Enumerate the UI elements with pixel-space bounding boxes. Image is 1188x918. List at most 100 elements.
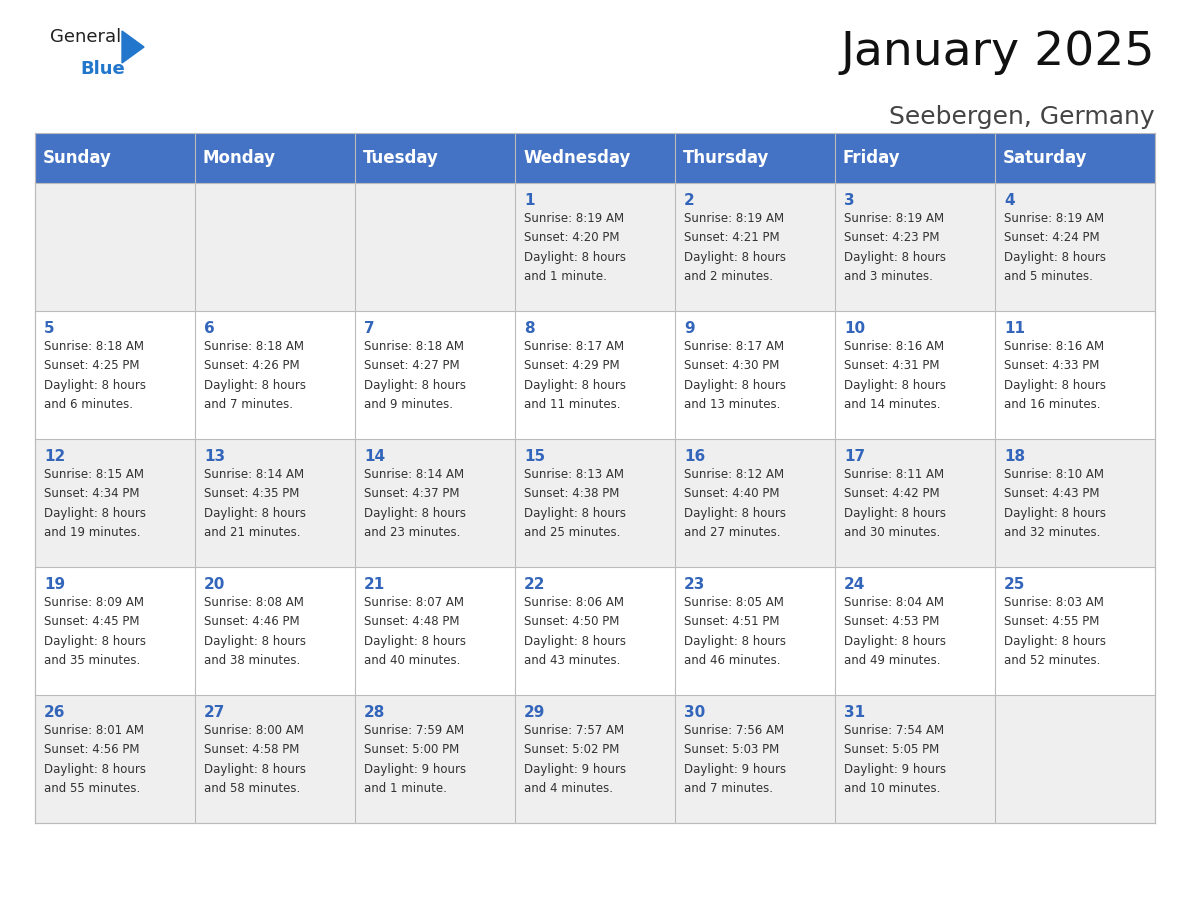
Text: Sunset: 4:31 PM: Sunset: 4:31 PM <box>843 359 940 372</box>
Text: Saturday: Saturday <box>1003 149 1087 167</box>
Text: Daylight: 8 hours: Daylight: 8 hours <box>204 378 307 391</box>
Bar <box>516 133 675 183</box>
Bar <box>675 695 835 823</box>
Text: Daylight: 8 hours: Daylight: 8 hours <box>44 634 146 647</box>
Text: Sunrise: 8:19 AM: Sunrise: 8:19 AM <box>684 211 784 225</box>
Bar <box>34 567 195 695</box>
Text: Sunrise: 8:17 AM: Sunrise: 8:17 AM <box>684 340 784 353</box>
Bar <box>34 133 195 183</box>
Text: Sunrise: 7:56 AM: Sunrise: 7:56 AM <box>684 723 784 736</box>
Text: Sunset: 5:02 PM: Sunset: 5:02 PM <box>524 743 619 756</box>
Text: 23: 23 <box>684 577 706 592</box>
Text: 14: 14 <box>364 449 385 464</box>
Bar <box>996 183 1155 311</box>
Text: Sunset: 4:25 PM: Sunset: 4:25 PM <box>44 359 139 372</box>
Text: and 13 minutes.: and 13 minutes. <box>684 398 781 411</box>
Text: Sunrise: 8:00 AM: Sunrise: 8:00 AM <box>204 723 304 736</box>
Text: Sunrise: 7:57 AM: Sunrise: 7:57 AM <box>524 723 624 736</box>
Bar <box>835 695 996 823</box>
Bar <box>34 439 195 567</box>
Text: 28: 28 <box>364 705 385 720</box>
Text: Daylight: 8 hours: Daylight: 8 hours <box>843 251 946 263</box>
Bar <box>996 311 1155 439</box>
Text: and 46 minutes.: and 46 minutes. <box>684 654 781 667</box>
Text: and 16 minutes.: and 16 minutes. <box>1004 398 1100 411</box>
Text: Daylight: 8 hours: Daylight: 8 hours <box>44 507 146 520</box>
Text: Sunrise: 8:19 AM: Sunrise: 8:19 AM <box>843 211 944 225</box>
Text: Daylight: 8 hours: Daylight: 8 hours <box>364 507 466 520</box>
Text: Sunrise: 8:04 AM: Sunrise: 8:04 AM <box>843 596 944 609</box>
Text: Sunrise: 8:19 AM: Sunrise: 8:19 AM <box>1004 211 1104 225</box>
Text: Sunset: 4:45 PM: Sunset: 4:45 PM <box>44 615 139 628</box>
Text: Sunday: Sunday <box>43 149 112 167</box>
Text: Tuesday: Tuesday <box>364 149 438 167</box>
Text: Sunrise: 8:07 AM: Sunrise: 8:07 AM <box>364 596 465 609</box>
Text: Sunset: 4:50 PM: Sunset: 4:50 PM <box>524 615 619 628</box>
Text: and 58 minutes.: and 58 minutes. <box>204 782 301 795</box>
Text: Daylight: 8 hours: Daylight: 8 hours <box>684 251 786 263</box>
Text: and 4 minutes.: and 4 minutes. <box>524 782 613 795</box>
Text: January 2025: January 2025 <box>840 30 1155 75</box>
Text: and 49 minutes.: and 49 minutes. <box>843 654 941 667</box>
Text: Sunset: 4:46 PM: Sunset: 4:46 PM <box>204 615 299 628</box>
Text: Sunrise: 8:10 AM: Sunrise: 8:10 AM <box>1004 467 1104 480</box>
Text: and 27 minutes.: and 27 minutes. <box>684 526 781 539</box>
Text: and 43 minutes.: and 43 minutes. <box>524 654 620 667</box>
Bar <box>675 439 835 567</box>
Text: and 30 minutes.: and 30 minutes. <box>843 526 940 539</box>
Text: Sunrise: 8:15 AM: Sunrise: 8:15 AM <box>44 467 144 480</box>
Text: Sunset: 4:42 PM: Sunset: 4:42 PM <box>843 487 940 500</box>
Text: Sunset: 4:58 PM: Sunset: 4:58 PM <box>204 743 299 756</box>
Text: and 52 minutes.: and 52 minutes. <box>1004 654 1100 667</box>
Text: Daylight: 8 hours: Daylight: 8 hours <box>1004 251 1106 263</box>
Bar <box>355 133 516 183</box>
Bar <box>195 439 355 567</box>
Bar <box>195 133 355 183</box>
Bar <box>996 439 1155 567</box>
Text: Seebergen, Germany: Seebergen, Germany <box>890 105 1155 129</box>
Text: and 25 minutes.: and 25 minutes. <box>524 526 620 539</box>
Text: Sunset: 4:30 PM: Sunset: 4:30 PM <box>684 359 779 372</box>
Bar <box>516 183 675 311</box>
Text: Sunrise: 8:06 AM: Sunrise: 8:06 AM <box>524 596 624 609</box>
Text: Daylight: 8 hours: Daylight: 8 hours <box>1004 634 1106 647</box>
Bar <box>835 133 996 183</box>
Text: Daylight: 8 hours: Daylight: 8 hours <box>684 507 786 520</box>
Text: 26: 26 <box>44 705 65 720</box>
Text: Sunset: 4:29 PM: Sunset: 4:29 PM <box>524 359 620 372</box>
Text: and 5 minutes.: and 5 minutes. <box>1004 270 1093 283</box>
Bar <box>996 567 1155 695</box>
Text: and 10 minutes.: and 10 minutes. <box>843 782 941 795</box>
Text: Sunrise: 8:05 AM: Sunrise: 8:05 AM <box>684 596 784 609</box>
Text: Sunset: 4:38 PM: Sunset: 4:38 PM <box>524 487 619 500</box>
Text: Sunrise: 8:09 AM: Sunrise: 8:09 AM <box>44 596 144 609</box>
Text: 25: 25 <box>1004 577 1025 592</box>
Text: Sunrise: 7:54 AM: Sunrise: 7:54 AM <box>843 723 944 736</box>
Text: Daylight: 8 hours: Daylight: 8 hours <box>1004 507 1106 520</box>
Text: and 38 minutes.: and 38 minutes. <box>204 654 301 667</box>
Text: Sunrise: 8:11 AM: Sunrise: 8:11 AM <box>843 467 944 480</box>
Text: Daylight: 9 hours: Daylight: 9 hours <box>524 763 626 776</box>
Bar <box>195 695 355 823</box>
Text: 9: 9 <box>684 321 695 336</box>
Text: Sunset: 4:26 PM: Sunset: 4:26 PM <box>204 359 299 372</box>
Text: Sunrise: 8:13 AM: Sunrise: 8:13 AM <box>524 467 624 480</box>
Text: Sunrise: 8:17 AM: Sunrise: 8:17 AM <box>524 340 624 353</box>
Bar <box>996 133 1155 183</box>
Bar <box>195 567 355 695</box>
Text: 5: 5 <box>44 321 55 336</box>
Text: 7: 7 <box>364 321 374 336</box>
Text: Daylight: 8 hours: Daylight: 8 hours <box>843 634 946 647</box>
Text: and 6 minutes.: and 6 minutes. <box>44 398 133 411</box>
Bar <box>675 183 835 311</box>
Text: Daylight: 8 hours: Daylight: 8 hours <box>1004 378 1106 391</box>
Text: 24: 24 <box>843 577 865 592</box>
Bar <box>355 439 516 567</box>
Text: 3: 3 <box>843 193 854 208</box>
Text: Sunset: 4:33 PM: Sunset: 4:33 PM <box>1004 359 1099 372</box>
Text: 4: 4 <box>1004 193 1015 208</box>
Text: Daylight: 8 hours: Daylight: 8 hours <box>204 634 307 647</box>
Text: Sunset: 4:34 PM: Sunset: 4:34 PM <box>44 487 139 500</box>
Text: Sunrise: 7:59 AM: Sunrise: 7:59 AM <box>364 723 465 736</box>
Text: Sunset: 4:55 PM: Sunset: 4:55 PM <box>1004 615 1099 628</box>
